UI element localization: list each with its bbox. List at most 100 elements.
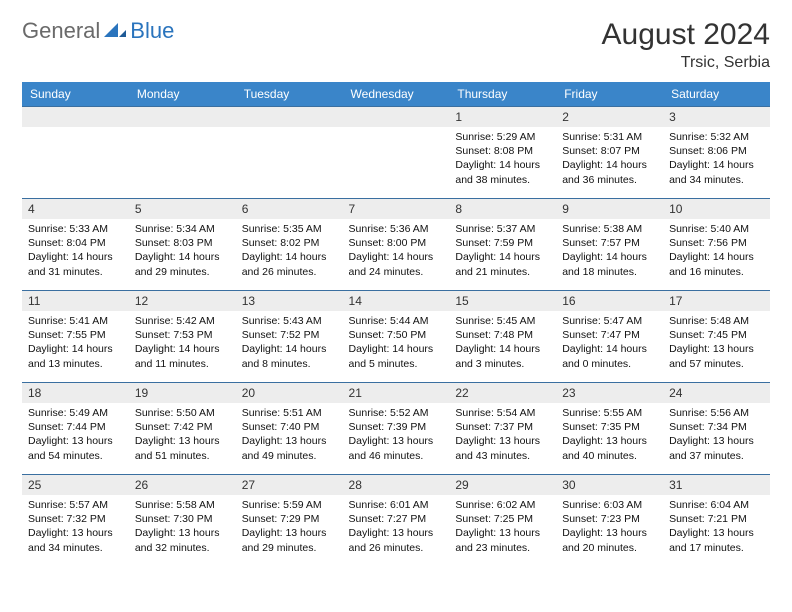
calendar-cell: 24Sunrise: 5:56 AMSunset: 7:34 PMDayligh… — [663, 383, 770, 475]
day-number: 26 — [129, 475, 236, 495]
day-content: Sunrise: 5:42 AMSunset: 7:53 PMDaylight:… — [129, 311, 236, 375]
calendar-week-row: 18Sunrise: 5:49 AMSunset: 7:44 PMDayligh… — [22, 383, 770, 475]
day-number: 19 — [129, 383, 236, 403]
calendar-cell: 3Sunrise: 5:32 AMSunset: 8:06 PMDaylight… — [663, 107, 770, 199]
calendar-cell: 1Sunrise: 5:29 AMSunset: 8:08 PMDaylight… — [449, 107, 556, 199]
calendar-body: 1Sunrise: 5:29 AMSunset: 8:08 PMDaylight… — [22, 107, 770, 567]
day-content: Sunrise: 5:33 AMSunset: 8:04 PMDaylight:… — [22, 219, 129, 283]
calendar-cell: 26Sunrise: 5:58 AMSunset: 7:30 PMDayligh… — [129, 475, 236, 567]
day-content: Sunrise: 5:51 AMSunset: 7:40 PMDaylight:… — [236, 403, 343, 467]
calendar-cell — [129, 107, 236, 199]
calendar-cell: 8Sunrise: 5:37 AMSunset: 7:59 PMDaylight… — [449, 199, 556, 291]
day-content: Sunrise: 5:34 AMSunset: 8:03 PMDaylight:… — [129, 219, 236, 283]
day-number-empty — [236, 107, 343, 127]
day-content: Sunrise: 5:55 AMSunset: 7:35 PMDaylight:… — [556, 403, 663, 467]
day-number: 16 — [556, 291, 663, 311]
calendar-week-row: 4Sunrise: 5:33 AMSunset: 8:04 PMDaylight… — [22, 199, 770, 291]
day-number: 6 — [236, 199, 343, 219]
calendar-week-row: 1Sunrise: 5:29 AMSunset: 8:08 PMDaylight… — [22, 107, 770, 199]
header: General Blue August 2024 Trsic, Serbia — [22, 18, 770, 72]
calendar-cell: 15Sunrise: 5:45 AMSunset: 7:48 PMDayligh… — [449, 291, 556, 383]
calendar-cell: 10Sunrise: 5:40 AMSunset: 7:56 PMDayligh… — [663, 199, 770, 291]
weekday-header: Sunday — [22, 82, 129, 107]
day-number: 4 — [22, 199, 129, 219]
calendar-cell: 19Sunrise: 5:50 AMSunset: 7:42 PMDayligh… — [129, 383, 236, 475]
calendar-cell — [22, 107, 129, 199]
calendar-cell: 11Sunrise: 5:41 AMSunset: 7:55 PMDayligh… — [22, 291, 129, 383]
day-number: 3 — [663, 107, 770, 127]
day-content: Sunrise: 5:43 AMSunset: 7:52 PMDaylight:… — [236, 311, 343, 375]
day-content: Sunrise: 5:59 AMSunset: 7:29 PMDaylight:… — [236, 495, 343, 559]
calendar-cell: 29Sunrise: 6:02 AMSunset: 7:25 PMDayligh… — [449, 475, 556, 567]
day-number: 9 — [556, 199, 663, 219]
day-number: 23 — [556, 383, 663, 403]
day-content: Sunrise: 5:50 AMSunset: 7:42 PMDaylight:… — [129, 403, 236, 467]
calendar-cell: 27Sunrise: 5:59 AMSunset: 7:29 PMDayligh… — [236, 475, 343, 567]
day-content: Sunrise: 5:29 AMSunset: 8:08 PMDaylight:… — [449, 127, 556, 191]
calendar-cell: 13Sunrise: 5:43 AMSunset: 7:52 PMDayligh… — [236, 291, 343, 383]
weekday-header: Monday — [129, 82, 236, 107]
day-content: Sunrise: 6:01 AMSunset: 7:27 PMDaylight:… — [343, 495, 450, 559]
logo-text-general: General — [22, 18, 100, 44]
calendar-cell: 7Sunrise: 5:36 AMSunset: 8:00 PMDaylight… — [343, 199, 450, 291]
day-content: Sunrise: 5:32 AMSunset: 8:06 PMDaylight:… — [663, 127, 770, 191]
title-block: August 2024 Trsic, Serbia — [602, 18, 770, 72]
day-number: 22 — [449, 383, 556, 403]
day-number: 13 — [236, 291, 343, 311]
day-number: 24 — [663, 383, 770, 403]
calendar-cell: 30Sunrise: 6:03 AMSunset: 7:23 PMDayligh… — [556, 475, 663, 567]
day-number: 30 — [556, 475, 663, 495]
day-content: Sunrise: 5:52 AMSunset: 7:39 PMDaylight:… — [343, 403, 450, 467]
calendar-cell: 12Sunrise: 5:42 AMSunset: 7:53 PMDayligh… — [129, 291, 236, 383]
calendar-cell: 4Sunrise: 5:33 AMSunset: 8:04 PMDaylight… — [22, 199, 129, 291]
calendar-cell: 22Sunrise: 5:54 AMSunset: 7:37 PMDayligh… — [449, 383, 556, 475]
day-number: 28 — [343, 475, 450, 495]
day-number: 17 — [663, 291, 770, 311]
logo-triangle-icon — [104, 23, 126, 39]
day-content: Sunrise: 5:57 AMSunset: 7:32 PMDaylight:… — [22, 495, 129, 559]
calendar-page: General Blue August 2024 Trsic, Serbia S… — [0, 0, 792, 585]
day-content: Sunrise: 5:54 AMSunset: 7:37 PMDaylight:… — [449, 403, 556, 467]
calendar-cell: 18Sunrise: 5:49 AMSunset: 7:44 PMDayligh… — [22, 383, 129, 475]
calendar-cell: 20Sunrise: 5:51 AMSunset: 7:40 PMDayligh… — [236, 383, 343, 475]
day-number: 31 — [663, 475, 770, 495]
day-content: Sunrise: 5:31 AMSunset: 8:07 PMDaylight:… — [556, 127, 663, 191]
calendar-week-row: 11Sunrise: 5:41 AMSunset: 7:55 PMDayligh… — [22, 291, 770, 383]
calendar-cell: 25Sunrise: 5:57 AMSunset: 7:32 PMDayligh… — [22, 475, 129, 567]
day-number: 12 — [129, 291, 236, 311]
calendar-cell: 17Sunrise: 5:48 AMSunset: 7:45 PMDayligh… — [663, 291, 770, 383]
calendar-cell: 6Sunrise: 5:35 AMSunset: 8:02 PMDaylight… — [236, 199, 343, 291]
calendar-cell: 14Sunrise: 5:44 AMSunset: 7:50 PMDayligh… — [343, 291, 450, 383]
day-content: Sunrise: 6:02 AMSunset: 7:25 PMDaylight:… — [449, 495, 556, 559]
day-content: Sunrise: 5:38 AMSunset: 7:57 PMDaylight:… — [556, 219, 663, 283]
day-number: 21 — [343, 383, 450, 403]
logo-text-blue: Blue — [130, 18, 174, 44]
calendar-cell: 2Sunrise: 5:31 AMSunset: 8:07 PMDaylight… — [556, 107, 663, 199]
day-number: 18 — [22, 383, 129, 403]
weekday-header: Friday — [556, 82, 663, 107]
calendar-cell: 28Sunrise: 6:01 AMSunset: 7:27 PMDayligh… — [343, 475, 450, 567]
calendar-cell: 16Sunrise: 5:47 AMSunset: 7:47 PMDayligh… — [556, 291, 663, 383]
calendar-cell — [343, 107, 450, 199]
day-number: 5 — [129, 199, 236, 219]
day-number: 15 — [449, 291, 556, 311]
location: Trsic, Serbia — [602, 54, 770, 72]
day-number: 2 — [556, 107, 663, 127]
calendar-cell — [236, 107, 343, 199]
day-content: Sunrise: 5:41 AMSunset: 7:55 PMDaylight:… — [22, 311, 129, 375]
day-number: 20 — [236, 383, 343, 403]
day-content: Sunrise: 5:35 AMSunset: 8:02 PMDaylight:… — [236, 219, 343, 283]
day-content: Sunrise: 5:45 AMSunset: 7:48 PMDaylight:… — [449, 311, 556, 375]
calendar-cell: 23Sunrise: 5:55 AMSunset: 7:35 PMDayligh… — [556, 383, 663, 475]
calendar-cell: 21Sunrise: 5:52 AMSunset: 7:39 PMDayligh… — [343, 383, 450, 475]
day-content: Sunrise: 5:47 AMSunset: 7:47 PMDaylight:… — [556, 311, 663, 375]
day-content: Sunrise: 5:56 AMSunset: 7:34 PMDaylight:… — [663, 403, 770, 467]
logo: General Blue — [22, 18, 174, 44]
day-number: 1 — [449, 107, 556, 127]
calendar-cell: 5Sunrise: 5:34 AMSunset: 8:03 PMDaylight… — [129, 199, 236, 291]
day-number: 7 — [343, 199, 450, 219]
day-number: 27 — [236, 475, 343, 495]
day-content: Sunrise: 5:58 AMSunset: 7:30 PMDaylight:… — [129, 495, 236, 559]
calendar-cell: 31Sunrise: 6:04 AMSunset: 7:21 PMDayligh… — [663, 475, 770, 567]
day-content: Sunrise: 5:49 AMSunset: 7:44 PMDaylight:… — [22, 403, 129, 467]
